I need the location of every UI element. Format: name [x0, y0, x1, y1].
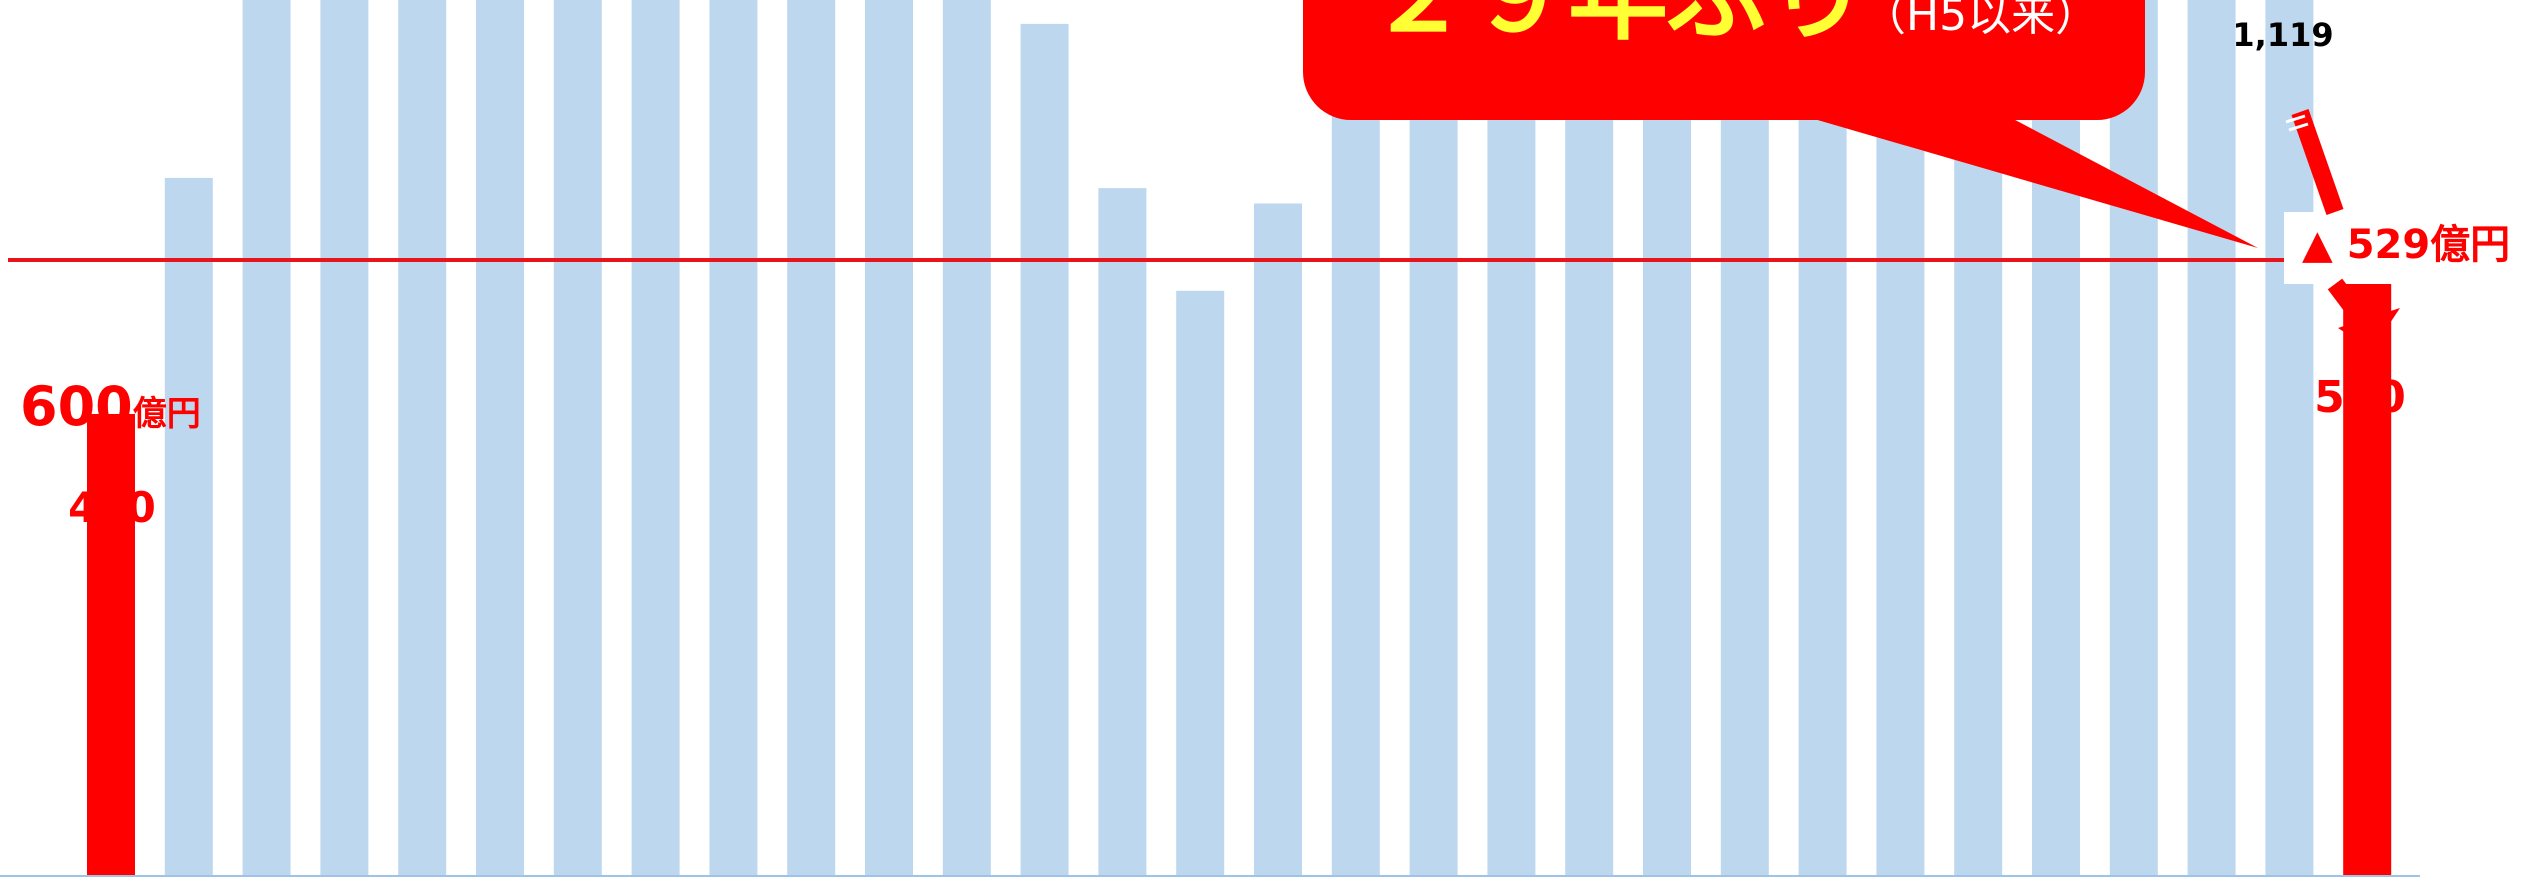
bar-13 [1098, 188, 1147, 877]
bar-5 [476, 0, 524, 876]
bar-19 [1565, 0, 1614, 877]
bar-11 [942, 0, 991, 876]
bar-25 [2032, 0, 2080, 876]
callout-sub-text: （H5以来） [1862, 0, 2099, 41]
bar-1 [164, 177, 213, 876]
bar-15 [1254, 203, 1302, 876]
bar-18 [1487, 0, 1536, 877]
bar-9 [787, 0, 836, 876]
bar-7 [631, 0, 680, 876]
decrease-annotation: ▲ 529億円 [2284, 109, 2522, 350]
decrease-arrow [2285, 109, 2400, 350]
reference-value: 600 [20, 375, 133, 438]
bar-8 [709, 0, 758, 876]
bar-26 [2109, 0, 2158, 877]
bars-group [87, 0, 2392, 877]
bar-16 [1331, 0, 1380, 876]
peak-bar-label: 1,119 [2232, 16, 2333, 54]
bar-27 [2187, 0, 2236, 877]
decrease-label-box [2284, 212, 2522, 284]
bar-0 [87, 414, 135, 876]
bar-6 [553, 0, 602, 877]
bar-17 [1409, 0, 1458, 876]
callout-tail [1790, 112, 2258, 248]
bar-10 [865, 0, 913, 877]
first-bar-label: 450 [68, 483, 156, 532]
reference-unit: 億円 [133, 394, 201, 434]
bar-20 [1643, 0, 1691, 876]
bar-3 [320, 0, 369, 876]
bar-29 [2343, 270, 2392, 876]
bar-4 [398, 0, 447, 877]
reference-label: 600億円 [20, 375, 201, 438]
callout-main-text: ２９年ぶり [1368, 0, 1868, 54]
callout-bubble: ２９年ぶり （H5以来） [1303, 0, 2258, 248]
last-bar-label: 590 [2314, 372, 2406, 423]
bar-21 [1720, 0, 1769, 876]
decrease-label: ▲ 529億円 [2302, 222, 2510, 268]
callout-box [1303, 0, 2145, 120]
bar-12 [1020, 23, 1069, 876]
bar-22 [1798, 0, 1847, 876]
bar-14 [1176, 290, 1225, 876]
bar-2 [242, 0, 291, 876]
